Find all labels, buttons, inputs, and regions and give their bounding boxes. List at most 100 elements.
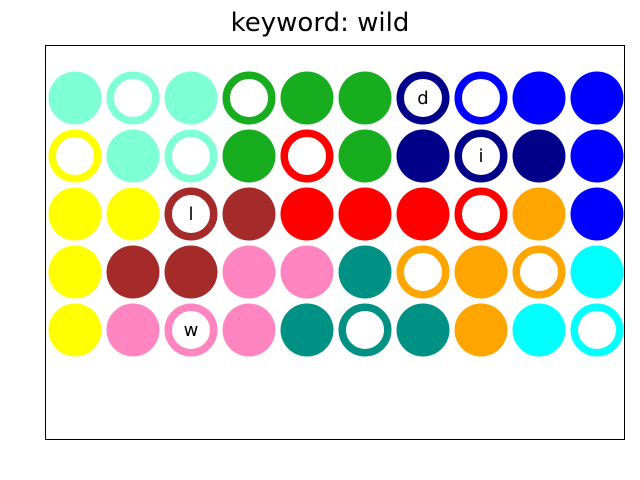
board-cell-r4-c9[interactable] bbox=[570, 303, 624, 357]
blue-filled-circle bbox=[570, 71, 624, 125]
cyan-filled-circle bbox=[512, 303, 566, 357]
cell-letter: l bbox=[188, 204, 193, 225]
green-filled-circle bbox=[338, 71, 392, 125]
aquamarine-ring-circle bbox=[106, 71, 160, 125]
board-cell-r2-c1[interactable] bbox=[106, 187, 160, 241]
board-cell-r1-c6[interactable] bbox=[396, 129, 450, 183]
board-cell-r3-c1[interactable] bbox=[106, 245, 160, 299]
teal-filled-circle bbox=[280, 303, 334, 357]
red-ring-circle bbox=[280, 129, 334, 183]
red-ring-circle bbox=[454, 187, 508, 241]
game-board-frame: d i l w bbox=[45, 45, 625, 440]
board-cell-r2-c2[interactable]: l bbox=[164, 187, 218, 241]
navy-ring-circle bbox=[454, 129, 508, 183]
board-cell-r0-c9[interactable] bbox=[570, 71, 624, 125]
aquamarine-filled-circle bbox=[164, 71, 218, 125]
green-filled-circle bbox=[222, 129, 276, 183]
board-cell-r3-c0[interactable] bbox=[48, 245, 102, 299]
board-cell-r2-c7[interactable] bbox=[454, 187, 508, 241]
orange-filled-circle bbox=[512, 187, 566, 241]
pink-ring-circle bbox=[164, 303, 218, 357]
navy-ring-circle bbox=[396, 71, 450, 125]
yellow-ring-circle bbox=[48, 129, 102, 183]
board-cell-r1-c0[interactable] bbox=[48, 129, 102, 183]
yellow-filled-circle bbox=[106, 187, 160, 241]
aquamarine-filled-circle bbox=[106, 129, 160, 183]
board-cell-r1-c7[interactable]: i bbox=[454, 129, 508, 183]
board-cell-r2-c8[interactable] bbox=[512, 187, 566, 241]
board-cell-r4-c5[interactable] bbox=[338, 303, 392, 357]
brown-filled-circle bbox=[164, 245, 218, 299]
yellow-filled-circle bbox=[48, 245, 102, 299]
board-cell-r3-c9[interactable] bbox=[570, 245, 624, 299]
teal-ring-circle bbox=[338, 303, 392, 357]
board-cell-r4-c8[interactable] bbox=[512, 303, 566, 357]
board-cell-r0-c3[interactable] bbox=[222, 71, 276, 125]
yellow-filled-circle bbox=[48, 187, 102, 241]
yellow-filled-circle bbox=[48, 303, 102, 357]
board-cell-r0-c2[interactable] bbox=[164, 71, 218, 125]
board-cell-r0-c7[interactable] bbox=[454, 71, 508, 125]
board-cell-r0-c0[interactable] bbox=[48, 71, 102, 125]
board-cell-r2-c3[interactable] bbox=[222, 187, 276, 241]
board-cell-r3-c2[interactable] bbox=[164, 245, 218, 299]
pink-filled-circle bbox=[106, 303, 160, 357]
cyan-ring-circle bbox=[570, 303, 624, 357]
green-ring-circle bbox=[222, 71, 276, 125]
board-cell-r3-c4[interactable] bbox=[280, 245, 334, 299]
blue-filled-circle bbox=[570, 129, 624, 183]
navy-filled-circle bbox=[396, 129, 450, 183]
teal-filled-circle bbox=[338, 245, 392, 299]
cyan-filled-circle bbox=[570, 245, 624, 299]
aquamarine-ring-circle bbox=[164, 129, 218, 183]
orange-filled-circle bbox=[454, 303, 508, 357]
board-cell-r3-c7[interactable] bbox=[454, 245, 508, 299]
board-cell-r0-c8[interactable] bbox=[512, 71, 566, 125]
board-cell-r1-c3[interactable] bbox=[222, 129, 276, 183]
board-cell-r2-c9[interactable] bbox=[570, 187, 624, 241]
board-cell-r3-c3[interactable] bbox=[222, 245, 276, 299]
board-cell-r1-c1[interactable] bbox=[106, 129, 160, 183]
board-cell-r4-c6[interactable] bbox=[396, 303, 450, 357]
board-cell-r3-c8[interactable] bbox=[512, 245, 566, 299]
brown-ring-circle bbox=[164, 187, 218, 241]
blue-ring-circle bbox=[454, 71, 508, 125]
game-board: d i l w bbox=[48, 71, 624, 357]
board-cell-r2-c6[interactable] bbox=[396, 187, 450, 241]
board-cell-r2-c4[interactable] bbox=[280, 187, 334, 241]
orange-ring-circle bbox=[512, 245, 566, 299]
board-cell-r0-c5[interactable] bbox=[338, 71, 392, 125]
board-cell-r4-c3[interactable] bbox=[222, 303, 276, 357]
brown-filled-circle bbox=[106, 245, 160, 299]
board-cell-r4-c4[interactable] bbox=[280, 303, 334, 357]
orange-filled-circle bbox=[454, 245, 508, 299]
board-cell-r3-c5[interactable] bbox=[338, 245, 392, 299]
cell-letter: w bbox=[184, 320, 199, 341]
board-cell-r2-c0[interactable] bbox=[48, 187, 102, 241]
red-filled-circle bbox=[396, 187, 450, 241]
board-cell-r1-c4[interactable] bbox=[280, 129, 334, 183]
board-cell-r0-c4[interactable] bbox=[280, 71, 334, 125]
blue-filled-circle bbox=[570, 187, 624, 241]
board-cell-r1-c9[interactable] bbox=[570, 129, 624, 183]
pink-filled-circle bbox=[222, 245, 276, 299]
board-cell-r4-c2[interactable]: w bbox=[164, 303, 218, 357]
board-cell-r2-c5[interactable] bbox=[338, 187, 392, 241]
red-filled-circle bbox=[338, 187, 392, 241]
teal-filled-circle bbox=[396, 303, 450, 357]
board-cell-r1-c2[interactable] bbox=[164, 129, 218, 183]
board-cell-r0-c6[interactable]: d bbox=[396, 71, 450, 125]
brown-filled-circle bbox=[222, 187, 276, 241]
board-cell-r1-c5[interactable] bbox=[338, 129, 392, 183]
board-cell-r4-c7[interactable] bbox=[454, 303, 508, 357]
green-filled-circle bbox=[338, 129, 392, 183]
board-cell-r1-c8[interactable] bbox=[512, 129, 566, 183]
board-cell-r0-c1[interactable] bbox=[106, 71, 160, 125]
pink-filled-circle bbox=[222, 303, 276, 357]
pink-filled-circle bbox=[280, 245, 334, 299]
cell-letter: i bbox=[478, 146, 483, 167]
board-cell-r4-c1[interactable] bbox=[106, 303, 160, 357]
green-filled-circle bbox=[280, 71, 334, 125]
board-cell-r4-c0[interactable] bbox=[48, 303, 102, 357]
board-cell-r3-c6[interactable] bbox=[396, 245, 450, 299]
